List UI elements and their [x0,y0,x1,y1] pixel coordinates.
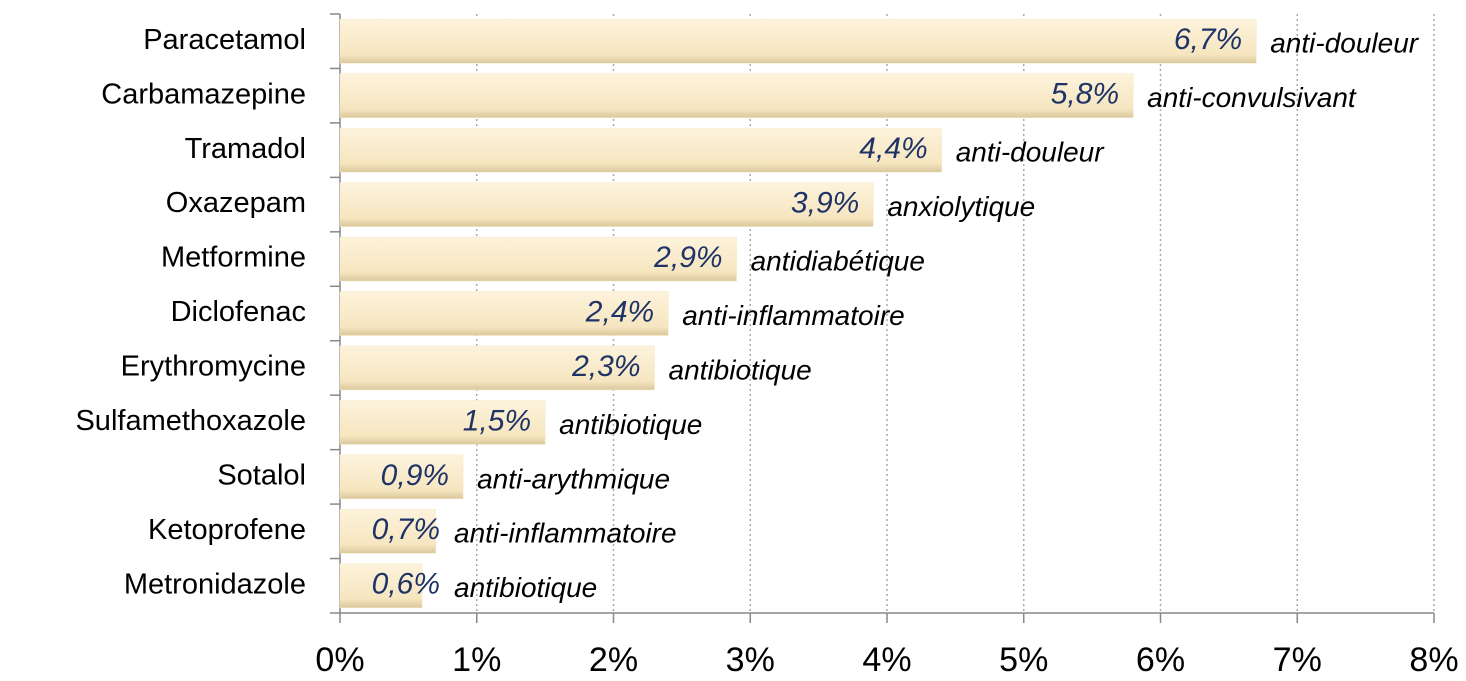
category-label: Carbamazepine [101,78,306,110]
x-tick-label: 3% [726,641,775,679]
value-label: 4,4% [859,132,927,165]
bar [339,454,464,500]
category-label: Metronidazole [124,568,306,600]
bar [339,400,546,445]
bar [339,127,942,173]
bar [339,563,423,609]
value-label: 3,9% [791,187,859,220]
category-label: Tramadol [185,133,306,165]
value-label: 2,9% [653,241,722,274]
bar [339,73,1134,118]
category-label: Oxazepam [166,187,306,219]
category-label: Paracetamol [143,24,306,56]
category-label: Ketoprofene [148,514,306,546]
x-tick-label: 7% [1273,641,1322,679]
value-label: 1,5% [463,404,531,437]
value-label: 6,7% [1174,23,1242,56]
bar [339,345,655,391]
value-label: 0,7% [372,513,440,546]
annotation: antibiotique [454,572,597,603]
annotation: antidiabétique [751,245,925,276]
value-label: 2,3% [571,350,640,383]
annotation: antibiotique [669,354,812,385]
value-label: 2,4% [585,295,654,328]
x-tick-label: 5% [999,641,1048,679]
annotation: anti-douleur [956,137,1106,168]
value-label: 5,8% [1051,78,1119,111]
x-tick-label: 2% [589,641,638,679]
bar [339,18,1257,64]
category-label: Erythromycine [121,351,306,383]
x-tick-label: 0% [315,641,364,679]
annotation: anti-arythmique [477,463,670,494]
category-label: Sulfamethoxazole [75,405,306,437]
x-tick-label: 6% [1136,641,1185,679]
annotation: anti-inflammatoire [682,300,905,331]
value-label: 0,6% [372,568,440,601]
annotation: anxiolytique [887,191,1035,222]
annotation: anti-inflammatoire [454,518,677,549]
category-label: Diclofenac [171,296,306,328]
annotation: anti-convulsivant [1147,82,1357,113]
x-tick-label: 4% [862,641,911,679]
value-label: 0,9% [381,459,449,492]
annotation: antibiotique [559,409,702,440]
x-tick-label: 8% [1409,641,1458,679]
bar [339,182,874,227]
annotation: anti-douleur [1270,28,1420,59]
x-tick-label: 1% [452,641,501,679]
bar [339,509,436,554]
category-label: Sotalol [217,460,306,492]
category-label: Metformine [161,242,306,274]
bar [339,291,669,336]
bar [339,236,737,282]
